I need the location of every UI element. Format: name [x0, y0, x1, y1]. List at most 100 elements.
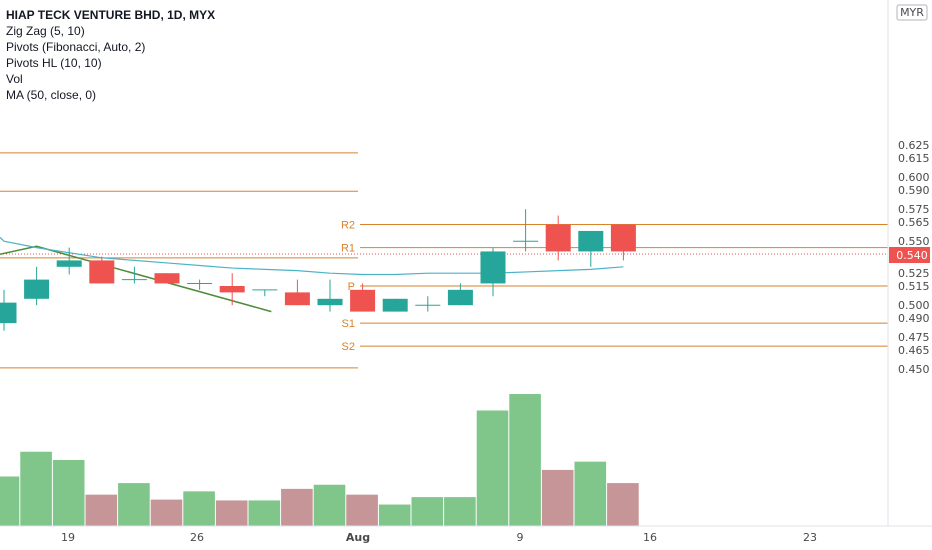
- candle-9[interactable]: [284, 279, 310, 306]
- volume-bar-3: [85, 494, 118, 526]
- candle-17[interactable]: [545, 215, 571, 261]
- candle-body-1: [24, 279, 50, 299]
- candle-5[interactable]: [154, 273, 180, 284]
- price-tick-12: 0.475: [898, 331, 930, 344]
- candle-15[interactable]: [480, 247, 506, 297]
- last-price-tag: 0.540: [889, 247, 930, 263]
- volume-bar-13: [411, 497, 444, 526]
- candles: [0, 209, 636, 331]
- candle-body-2: [56, 260, 82, 267]
- volume-bar-1: [20, 451, 52, 526]
- pivot-label-S2: S2: [342, 341, 355, 353]
- time-tick-5: 23: [803, 531, 817, 544]
- volume-bar-8: [248, 500, 281, 526]
- volume-bar-9: [281, 488, 313, 526]
- ma-line: [0, 236, 624, 276]
- candle-12[interactable]: [382, 298, 408, 312]
- zigzag-line: [0, 245, 272, 313]
- volume-bars: [0, 394, 639, 526]
- candle-body-19: [610, 224, 636, 252]
- volume-bar-10: [313, 484, 346, 526]
- volume-bar-0: [0, 476, 20, 526]
- candle-19[interactable]: [610, 224, 636, 261]
- candle-13[interactable]: [415, 296, 441, 312]
- svg-text:0.540: 0.540: [896, 249, 928, 262]
- price-tick-3: 0.590: [898, 184, 930, 197]
- volume-bar-12: [378, 504, 411, 526]
- price-tick-8: 0.525: [898, 267, 930, 280]
- time-tick-3: 9: [517, 531, 524, 544]
- volume-bar-7: [215, 500, 248, 526]
- candle-16[interactable]: [513, 209, 539, 252]
- price-tick-11: 0.490: [898, 312, 930, 325]
- candle-body-7: [219, 286, 245, 293]
- candle-body-12: [382, 298, 408, 312]
- candle-body-9: [284, 292, 310, 306]
- currency-label: MYR: [900, 6, 924, 19]
- price-tick-5: 0.565: [898, 216, 930, 229]
- volume-bar-5: [150, 499, 183, 526]
- candle-body-18: [578, 230, 604, 252]
- currency-badge[interactable]: [896, 4, 928, 21]
- candle-body-11: [350, 289, 376, 312]
- pivot-label-R2: R2: [341, 220, 355, 232]
- volume-bar-4: [118, 483, 150, 526]
- candle-1[interactable]: [24, 266, 50, 306]
- time-axis[interactable]: 19 26 Aug 9 16 23: [61, 531, 817, 544]
- indicator-pivots[interactable]: Pivots (Fibonacci, Auto, 2): [6, 40, 146, 54]
- volume-bar-6: [183, 491, 215, 526]
- candle-18[interactable]: [578, 230, 604, 267]
- indicator-volume[interactable]: Vol: [6, 72, 23, 86]
- symbol-title[interactable]: HIAP TECK VENTURE BHD, 1D, MYX: [6, 8, 216, 22]
- candle-body-0: [0, 302, 17, 324]
- price-tick-14: 0.450: [898, 363, 930, 376]
- price-tick-9: 0.515: [898, 280, 930, 293]
- indicator-pivots-hl[interactable]: Pivots HL (10, 10): [6, 56, 102, 70]
- candle-11[interactable]: [350, 283, 376, 312]
- price-tick-4: 0.575: [898, 203, 930, 216]
- candle-body-10: [317, 298, 343, 306]
- indicator-zigzag[interactable]: Zig Zag (5, 10): [6, 24, 85, 38]
- candle-body-5: [154, 273, 180, 284]
- candle-10[interactable]: [317, 279, 343, 312]
- indicator-ma[interactable]: MA (50, close, 0): [6, 88, 97, 102]
- candle-8[interactable]: [252, 289, 278, 297]
- zigzag-layer: [0, 245, 272, 313]
- price-tick-10: 0.500: [898, 299, 930, 312]
- volume-bar-17: [541, 469, 574, 526]
- pivot-label-P: P: [348, 281, 355, 293]
- time-tick-1: 26: [190, 531, 204, 544]
- volume-bar-2: [52, 460, 85, 526]
- candle-7[interactable]: [219, 273, 245, 306]
- price-tick-6: 0.550: [898, 235, 930, 248]
- price-tick-2: 0.600: [898, 171, 930, 184]
- candle-body-17: [545, 224, 571, 252]
- volume-bar-14: [444, 497, 476, 526]
- price-tick-13: 0.465: [898, 344, 930, 357]
- pivot-label-R1: R1: [341, 243, 355, 255]
- candle-body-14: [447, 289, 473, 306]
- candle-6[interactable]: [187, 279, 213, 290]
- chart-legend: HIAP TECK VENTURE BHD, 1D, MYX Zig Zag (…: [6, 7, 215, 103]
- price-tick-1: 0.615: [898, 152, 930, 165]
- volume-bar-16: [509, 394, 541, 526]
- volume-bar-18: [574, 461, 607, 526]
- volume-bar-15: [476, 410, 509, 526]
- candle-body-15: [480, 251, 506, 284]
- volume-bar-19: [607, 483, 639, 526]
- ma-layer: [0, 236, 624, 276]
- time-tick-4: 16: [643, 531, 657, 544]
- time-tick-0: 19: [61, 531, 75, 544]
- candle-2[interactable]: [56, 247, 82, 275]
- time-tick-2: Aug: [346, 531, 370, 544]
- candle-14[interactable]: [447, 283, 473, 306]
- price-tick-0: 0.625: [898, 139, 930, 152]
- candle-3[interactable]: [89, 256, 115, 284]
- candle-body-3: [89, 260, 115, 284]
- candle-4[interactable]: [121, 266, 147, 284]
- volume-bar-11: [346, 494, 378, 526]
- pivot-label-S1: S1: [342, 318, 355, 330]
- candle-0[interactable]: [0, 289, 17, 331]
